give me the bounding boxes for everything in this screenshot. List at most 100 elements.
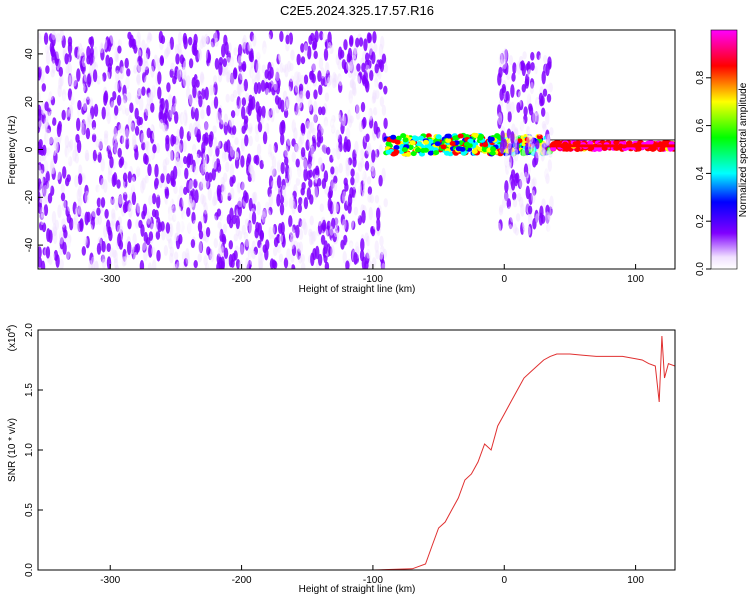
spectrogram-cell bbox=[127, 202, 132, 214]
spectrogram-cell bbox=[278, 223, 283, 234]
spectrogram-cell bbox=[196, 133, 201, 143]
spectrogram-cell bbox=[251, 96, 256, 110]
spectrogram-cell bbox=[39, 221, 44, 231]
spectrogram-cell bbox=[221, 132, 227, 145]
spectrogram-cell bbox=[235, 259, 241, 269]
spectrogram-cell bbox=[347, 114, 353, 128]
spectrogram-cell bbox=[283, 108, 289, 119]
spectrogram-cell bbox=[78, 164, 83, 177]
spectrogram-cell bbox=[310, 145, 315, 158]
spectrogram-cell bbox=[324, 125, 329, 139]
spectrogram-cell bbox=[319, 30, 324, 41]
spectrogram-cell bbox=[84, 32, 90, 42]
spectrogram-cell bbox=[131, 173, 137, 182]
spectrogram-cell bbox=[149, 90, 154, 104]
spectrogram-cell bbox=[381, 262, 386, 269]
spectrogram-cell bbox=[48, 134, 54, 145]
spectrogram-cell bbox=[52, 223, 57, 237]
spectrogram-cell bbox=[241, 181, 246, 194]
spectrogram-cell bbox=[59, 30, 64, 42]
spectrogram-cell bbox=[345, 127, 351, 140]
spectrogram-cell bbox=[165, 247, 170, 259]
spectrogram-cell bbox=[198, 230, 204, 240]
spectrogram-cell bbox=[103, 129, 109, 139]
spectrogram-cell bbox=[137, 49, 142, 58]
spectrogram-cell bbox=[355, 74, 361, 85]
spectrogram-cell bbox=[230, 259, 235, 268]
spectrogram-cell bbox=[77, 197, 83, 207]
spectrogram-cell bbox=[369, 82, 375, 93]
spectrogram-cell bbox=[119, 59, 124, 74]
spectrogram-cell bbox=[544, 167, 550, 181]
spectrogram-cell bbox=[38, 246, 42, 259]
spectrogram-cell bbox=[83, 112, 88, 125]
spectrogram-cell bbox=[96, 197, 102, 208]
spectrogram-cell bbox=[203, 47, 208, 62]
spectrogram-cell bbox=[90, 105, 95, 120]
spectrogram-cell bbox=[507, 206, 512, 217]
spectrogram-cell bbox=[332, 133, 337, 145]
spectrogram-cell bbox=[331, 124, 336, 134]
spectrogram-cell bbox=[368, 206, 373, 221]
spectrogram-cell bbox=[49, 160, 55, 175]
spectrogram-cell bbox=[317, 220, 323, 235]
spectrogram-cell bbox=[351, 82, 357, 95]
spectrogram-cell bbox=[317, 253, 323, 266]
spectrogram-cell bbox=[288, 197, 294, 209]
spectrogram-cell bbox=[182, 213, 188, 227]
spectrogram-cell bbox=[63, 75, 68, 85]
spectrogram-cell bbox=[212, 155, 217, 170]
spectrogram-cell bbox=[423, 139, 429, 145]
spectrogram-cell bbox=[351, 71, 356, 81]
spectrogram-cell bbox=[526, 61, 531, 75]
spectrogram-cell bbox=[216, 138, 221, 149]
spectrogram-cell bbox=[253, 82, 259, 95]
spectrogram-cell bbox=[182, 212, 187, 223]
spectrogram-cell bbox=[326, 220, 331, 231]
spectrogram-cell bbox=[538, 212, 544, 226]
spectrogram-cell bbox=[535, 149, 540, 159]
spectrogram-cell bbox=[66, 107, 71, 122]
spectrogram-cell bbox=[169, 252, 174, 264]
spectrogram-cell bbox=[109, 156, 114, 169]
spectrogram-cell bbox=[189, 190, 194, 204]
spectrogram-cell bbox=[100, 254, 106, 263]
spectrogram-cell bbox=[115, 220, 120, 233]
spectrogram-cell bbox=[39, 182, 44, 196]
spectrogram-cell bbox=[166, 173, 171, 185]
spectrogram-cell bbox=[385, 149, 392, 155]
spectrogram-cell bbox=[543, 54, 548, 64]
spectrogram-cell bbox=[188, 94, 193, 107]
spectrogram-cell bbox=[204, 262, 210, 269]
spectrogram-cell bbox=[555, 140, 562, 145]
spectrogram-cell bbox=[367, 177, 372, 186]
spectrogram-cell bbox=[57, 84, 62, 98]
spectrogram-cell bbox=[346, 139, 351, 152]
spectrogram-cell bbox=[519, 121, 525, 132]
spectrogram-cell bbox=[525, 185, 530, 200]
spectrogram-cell bbox=[334, 166, 339, 176]
x-tick-label: -300 bbox=[100, 274, 120, 285]
spectrogram-cell bbox=[545, 211, 550, 225]
spectrogram-cell bbox=[340, 192, 345, 204]
spectrogram-cell bbox=[536, 51, 541, 61]
spectrogram-cell bbox=[185, 248, 190, 262]
spectrogram-cell bbox=[368, 97, 373, 106]
spectrogram-cell bbox=[132, 232, 137, 247]
spectrogram-cell bbox=[374, 194, 380, 204]
spectrogram-cell bbox=[106, 111, 111, 125]
spectrogram-cell bbox=[97, 151, 102, 163]
spectrogram-cell bbox=[157, 86, 162, 100]
spectrogram-cell bbox=[43, 184, 48, 199]
spectrogram-cell bbox=[61, 218, 66, 228]
spectrogram-cell bbox=[372, 89, 377, 101]
spectrogram-cell bbox=[226, 139, 231, 153]
spectrogram-cell bbox=[349, 79, 354, 89]
spectrogram-cell bbox=[298, 196, 303, 206]
spectrogram-cell bbox=[324, 92, 330, 102]
spectrogram-cell bbox=[266, 210, 272, 222]
spectrogram-cell bbox=[135, 219, 140, 229]
spectrogram-cell bbox=[61, 123, 66, 137]
spectrogram-cell bbox=[282, 90, 288, 102]
spectrogram-cell bbox=[272, 223, 278, 235]
